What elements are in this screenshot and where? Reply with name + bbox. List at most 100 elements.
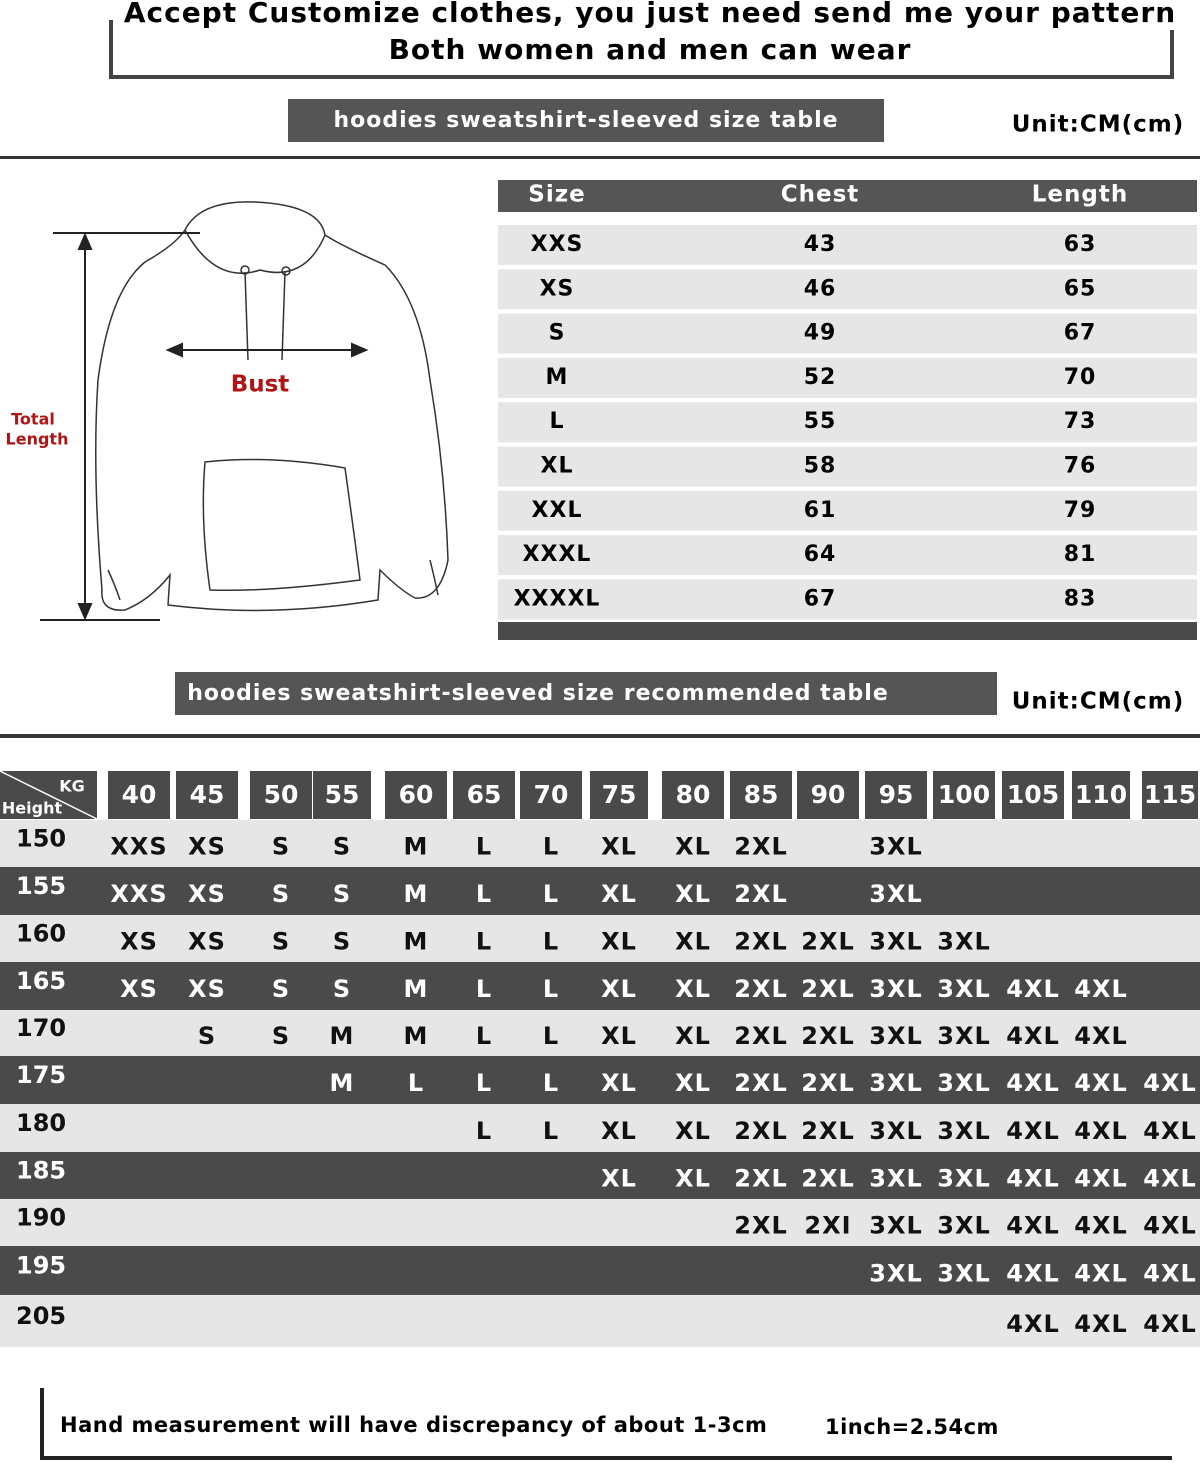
table-cell: 76 bbox=[1064, 454, 1097, 479]
size-cell: L bbox=[476, 880, 492, 908]
size-cell: 4XL bbox=[1074, 1117, 1128, 1145]
table-row-bg bbox=[0, 1056, 1200, 1104]
weight-header: 40 bbox=[122, 780, 157, 809]
size-cell: 4XL bbox=[1074, 1212, 1128, 1240]
weight-header: 105 bbox=[1007, 780, 1059, 809]
table-row-bg bbox=[498, 579, 1197, 620]
size-cell: 4XL bbox=[1074, 1022, 1128, 1050]
size-cell: 3XL bbox=[869, 975, 923, 1003]
weight-header-bg bbox=[385, 771, 447, 819]
size-cell: M bbox=[404, 928, 429, 956]
weight-header-bg bbox=[865, 771, 927, 819]
table-cell: 63 bbox=[1064, 232, 1097, 257]
table-cell: XXXXL bbox=[514, 586, 601, 611]
size-cell: S bbox=[333, 928, 351, 956]
size-cell: 2XL bbox=[801, 1069, 855, 1097]
weight-header: 75 bbox=[602, 780, 637, 809]
size-cell: XL bbox=[675, 975, 711, 1003]
size-cell: XL bbox=[601, 880, 637, 908]
size-cell: XL bbox=[675, 1117, 711, 1145]
unit-label: Unit:CM(cm) bbox=[1012, 112, 1185, 138]
size-cell: L bbox=[476, 1117, 492, 1145]
height-label: 205 bbox=[16, 1302, 66, 1330]
section-bar bbox=[175, 672, 997, 715]
size-cell: XL bbox=[601, 1069, 637, 1097]
size-cell: XL bbox=[601, 1165, 637, 1193]
size-cell: 2XL bbox=[734, 833, 788, 861]
size-cell: 2XL bbox=[734, 928, 788, 956]
size-cell: 2XL bbox=[801, 1117, 855, 1145]
weight-header-bg bbox=[108, 771, 170, 819]
size-cell: 3XL bbox=[937, 1260, 991, 1288]
size-cell: 3XL bbox=[869, 1117, 923, 1145]
size-cell: 4XL bbox=[1006, 1165, 1060, 1193]
size-cell: 4XL bbox=[1143, 1069, 1197, 1097]
table-cell: XXS bbox=[531, 232, 584, 257]
section-title: hoodies sweatshirt-sleeved size table bbox=[333, 108, 838, 133]
length-label: Total bbox=[11, 410, 55, 429]
weight-header-bg bbox=[453, 771, 515, 819]
size-cell: 3XL bbox=[937, 928, 991, 956]
hoodie-diagram bbox=[95, 201, 449, 612]
size-cell: XL bbox=[675, 1069, 711, 1097]
table-row-bg bbox=[498, 357, 1197, 398]
size-cell: XL bbox=[601, 833, 637, 861]
divider bbox=[0, 734, 1200, 738]
size-cell: 3XL bbox=[937, 975, 991, 1003]
size-cell: XL bbox=[601, 1117, 637, 1145]
height-label: 195 bbox=[16, 1252, 66, 1280]
height-label: 190 bbox=[16, 1204, 66, 1232]
corner-label: KG bbox=[59, 777, 85, 796]
weight-header: 110 bbox=[1075, 780, 1127, 809]
size-cell: 4XL bbox=[1074, 1165, 1128, 1193]
size-cell: L bbox=[543, 833, 559, 861]
table-row-bg bbox=[498, 490, 1197, 531]
table-row-bg bbox=[0, 820, 1200, 867]
weight-header-bg bbox=[313, 771, 371, 819]
table-row-bg bbox=[498, 269, 1197, 310]
corner-label: Height bbox=[2, 799, 63, 818]
size-cell: S bbox=[198, 1022, 216, 1050]
size-cell: XS bbox=[188, 975, 226, 1003]
size-cell: M bbox=[330, 1022, 355, 1050]
size-cell: 4XL bbox=[1006, 1022, 1060, 1050]
size-cell: XXS bbox=[110, 880, 167, 908]
weight-header-bg bbox=[1142, 771, 1198, 819]
weight-header: 65 bbox=[467, 780, 502, 809]
weight-header-bg bbox=[933, 771, 995, 819]
divider bbox=[0, 156, 1200, 159]
size-cell: 4XL bbox=[1006, 1310, 1060, 1338]
size-cell: 4XL bbox=[1143, 1117, 1197, 1145]
size-cell: 3XL bbox=[869, 1165, 923, 1193]
height-label: 170 bbox=[16, 1014, 66, 1042]
table-row-bg bbox=[498, 313, 1197, 354]
size-cell: L bbox=[543, 1117, 559, 1145]
table-header-bg bbox=[498, 180, 1197, 212]
table-row-bg bbox=[0, 962, 1200, 1010]
size-cell: 2XL bbox=[734, 1165, 788, 1193]
table-row-bg bbox=[498, 402, 1197, 443]
size-cell: S bbox=[333, 880, 351, 908]
table-cell: 61 bbox=[804, 498, 837, 523]
table-cell: 43 bbox=[804, 232, 837, 257]
size-cell: XXS bbox=[110, 833, 167, 861]
weight-header: 100 bbox=[938, 780, 990, 809]
size-cell: 4XL bbox=[1006, 1117, 1060, 1145]
size-cell: 3XL bbox=[869, 833, 923, 861]
height-label: 165 bbox=[16, 967, 66, 995]
weight-header: 55 bbox=[325, 780, 360, 809]
size-cell: 3XL bbox=[869, 928, 923, 956]
size-cell: 3XL bbox=[869, 880, 923, 908]
table-cell: 49 bbox=[804, 321, 837, 346]
size-cell: 3XL bbox=[937, 1165, 991, 1193]
table-footer-bar bbox=[498, 622, 1197, 640]
size-cell: XL bbox=[675, 1022, 711, 1050]
weight-header: 115 bbox=[1144, 780, 1196, 809]
weight-header: 50 bbox=[264, 780, 299, 809]
size-cell: XL bbox=[675, 928, 711, 956]
size-cell: S bbox=[272, 928, 290, 956]
table-row-bg bbox=[0, 915, 1200, 962]
corner-diagonal bbox=[0, 770, 98, 820]
table-row-bg bbox=[0, 867, 1200, 915]
